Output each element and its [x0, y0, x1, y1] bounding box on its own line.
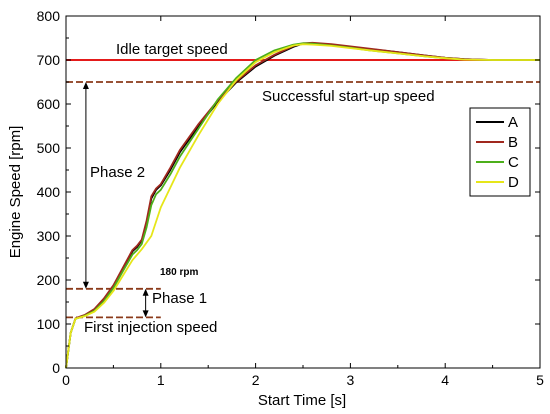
x-tick-label: 5 — [536, 372, 544, 388]
axes: 0 1 2 3 4 5 0 100 200 300 400 500 600 700 800 — [37, 8, 544, 388]
legend-label-D: D — [508, 174, 519, 191]
y-axis-title: Engine Speed [rpm] — [7, 126, 24, 259]
idle-target-label: Idle target speed — [116, 41, 228, 58]
phase2-label: Phase 2 — [90, 164, 145, 181]
legend-label-A: A — [508, 114, 518, 131]
series-layer — [65, 41, 540, 369]
phase1-arrow — [142, 288, 149, 318]
y-tick-label: 300 — [37, 228, 61, 244]
phase1-label: Phase 1 — [152, 290, 207, 307]
y-tick-label: 600 — [37, 96, 61, 112]
annotations-layer: Idle target speed Successful start-up sp… — [84, 41, 435, 336]
rpm-180-label: 180 rpm — [160, 267, 198, 278]
y-tick-label: 800 — [37, 8, 61, 24]
x-tick-label: 2 — [252, 372, 260, 388]
x-axis-title: Start Time [s] — [258, 392, 346, 409]
phase-arrows — [82, 82, 149, 318]
series-line-D — [65, 43, 540, 369]
phase2-arrow — [82, 82, 89, 289]
y-tick-label: 200 — [37, 272, 61, 288]
y-tick-label: 400 — [37, 184, 61, 200]
x-tick-label: 4 — [441, 372, 449, 388]
series-line-B — [65, 41, 540, 369]
x-tick-label: 1 — [157, 372, 165, 388]
successful-startup-label: Successful start-up speed — [262, 88, 435, 105]
y-tick-label: 100 — [37, 316, 61, 332]
legend-label-C: C — [508, 154, 519, 171]
x-tick-label: 0 — [62, 372, 70, 388]
plot-frame — [65, 15, 541, 369]
y-tick-label: 700 — [37, 52, 61, 68]
x-tick-label: 3 — [347, 372, 355, 388]
first-injection-label: First injection speed — [84, 319, 217, 336]
y-tick-label: 0 — [52, 360, 60, 376]
y-tick-label: 500 — [37, 140, 61, 156]
legend-label-B: B — [508, 134, 518, 151]
